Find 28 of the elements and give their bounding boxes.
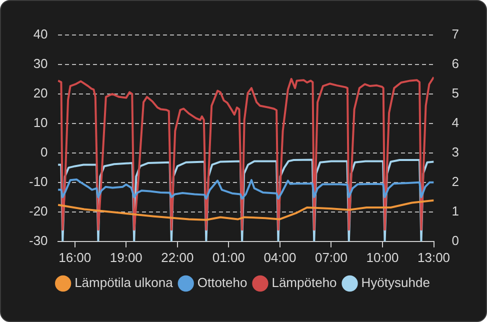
legend-label: Lämpöteho bbox=[272, 275, 337, 290]
y2-tick-label: 2 bbox=[452, 174, 460, 190]
y-tick-label: 40 bbox=[33, 26, 48, 42]
y-tick-label: 20 bbox=[33, 86, 48, 101]
legend-label: Hyötysuhde bbox=[361, 275, 430, 290]
x-tick-label: 10:00 bbox=[366, 250, 399, 265]
x-tick-label: 16:00 bbox=[58, 250, 92, 265]
y2-tick-label: 4 bbox=[452, 115, 460, 130]
legend-label: Lämpötila ulkona bbox=[74, 275, 174, 290]
x-tick-label: 13:00 bbox=[417, 250, 450, 265]
y2-tick-label: 1 bbox=[452, 203, 460, 218]
y-tick-label: 0 bbox=[40, 144, 48, 160]
x-tick-label: 04:00 bbox=[264, 250, 296, 265]
y-tick-label: -20 bbox=[28, 203, 48, 218]
y-tick-label: 10 bbox=[33, 115, 48, 130]
y2-tick-label: 5 bbox=[452, 86, 460, 101]
y-tick-label: 30 bbox=[33, 56, 48, 72]
y-tick-label: -10 bbox=[28, 174, 48, 190]
y2-tick-label: 7 bbox=[452, 26, 460, 42]
y-tick-label: -30 bbox=[28, 232, 48, 248]
y2-tick-label: 0 bbox=[452, 232, 460, 248]
x-tick-label: 07:00 bbox=[314, 250, 348, 265]
x-tick-label: 01:00 bbox=[212, 250, 245, 265]
y2-tick-label: 6 bbox=[452, 56, 460, 72]
y2-tick-label: 3 bbox=[452, 144, 460, 160]
legend-label: Ottoteho bbox=[197, 275, 248, 290]
x-tick-label: 19:00 bbox=[110, 250, 142, 265]
x-tick-label: 22:00 bbox=[161, 250, 194, 265]
